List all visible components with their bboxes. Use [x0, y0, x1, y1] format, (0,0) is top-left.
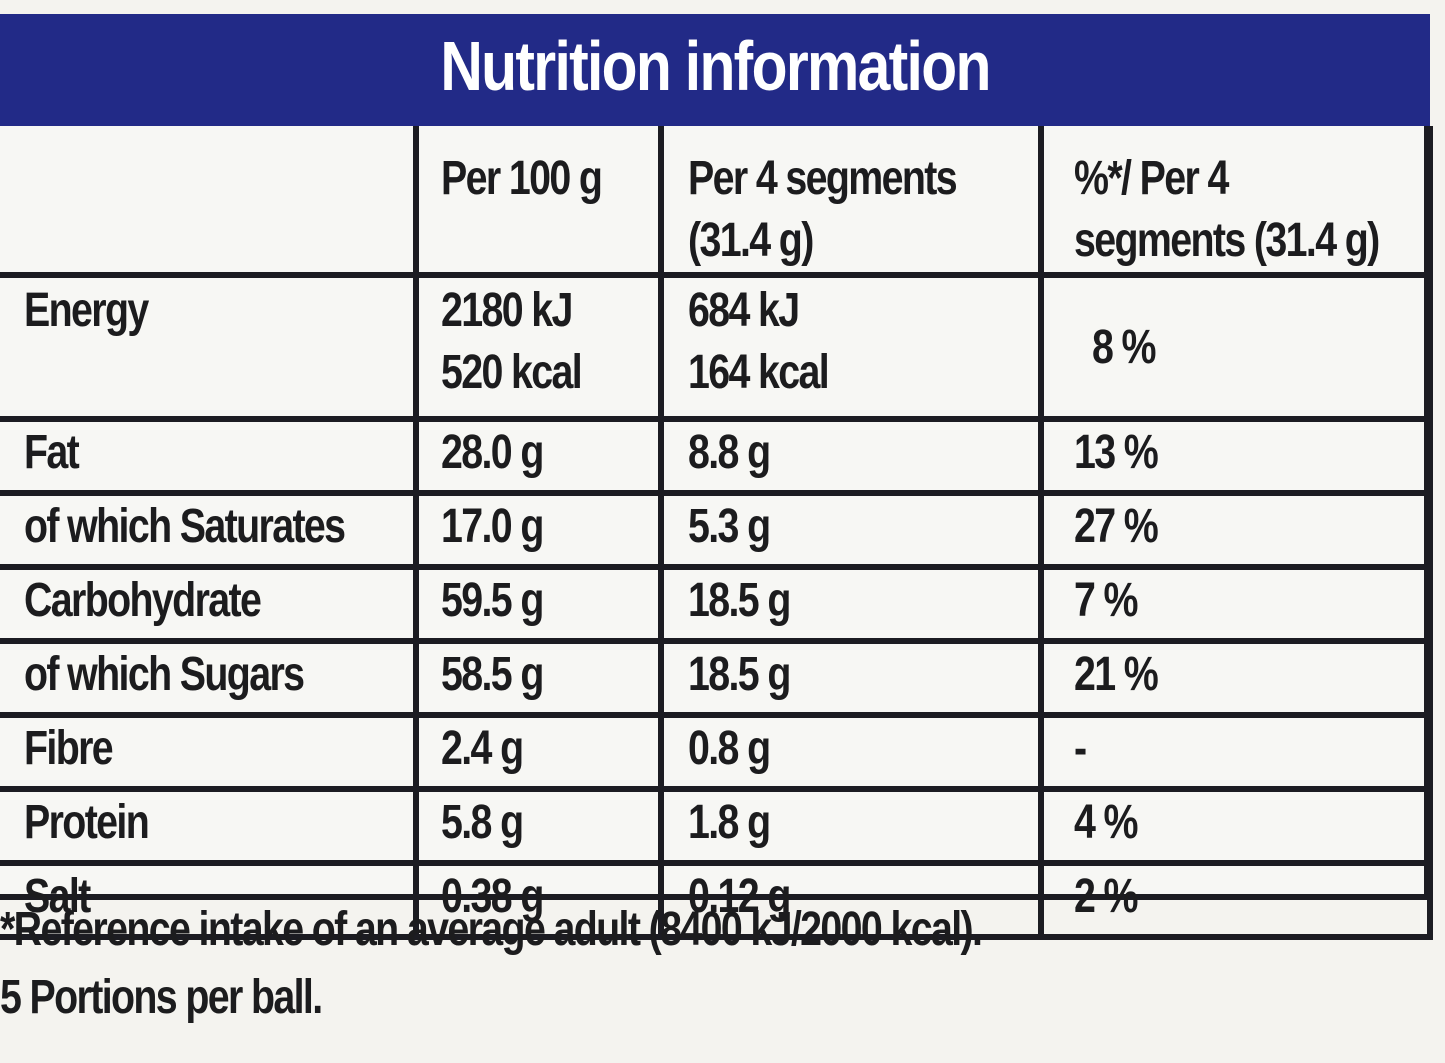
value-per-100g: 2.4 g	[413, 712, 664, 792]
row-label: of which Saturates	[0, 490, 419, 570]
row-label: of which Sugars	[0, 638, 419, 718]
value-ri: 2 %	[1038, 860, 1433, 940]
value-per-4-segments: 8.8 g	[658, 416, 1044, 496]
value-per-100g: 58.5 g	[413, 638, 664, 718]
row-label: Protein	[0, 786, 419, 866]
energy-ri: 8 %	[1038, 272, 1433, 422]
portions-footnote: 5 Portions per ball.	[0, 971, 323, 1024]
nutrition-table: Per 100 g Per 4 segments (31.4 g) %*/ Pe…	[0, 126, 1433, 940]
title-bar: Nutrition information	[0, 14, 1430, 126]
value-per-100g: 5.8 g	[413, 786, 664, 866]
value-per-4-segments: 0.8 g	[658, 712, 1044, 792]
value-per-100g: 0.38 g	[413, 860, 664, 940]
table-row: Protein 5.8 g 1.8 g 4 %	[0, 786, 1433, 866]
header-ri-per-4-segments: %*/ Per 4 segments (31.4 g)	[1038, 126, 1433, 278]
table-row: of which Saturates 17.0 g 5.3 g 27 %	[0, 490, 1433, 570]
value-ri: 27 %	[1038, 490, 1433, 570]
row-label: Carbohydrate	[0, 564, 419, 644]
row-label: Salt	[0, 860, 419, 940]
value-per-4-segments: 18.5 g	[658, 564, 1044, 644]
header-per-100g: Per 100 g	[413, 126, 664, 278]
table-row: Salt 0.38 g 0.12 g 2 %	[0, 860, 1433, 940]
value-ri: -	[1038, 712, 1433, 792]
table-row: Carbohydrate 59.5 g 18.5 g 7 %	[0, 564, 1433, 644]
row-label: Energy	[0, 272, 419, 422]
table-row: Fat 28.0 g 8.8 g 13 %	[0, 416, 1433, 496]
value-ri: 13 %	[1038, 416, 1433, 496]
value-per-100g: 28.0 g	[413, 416, 664, 496]
table-row-energy: Energy 2180 kJ 520 kcal 684 kJ 164 kcal …	[0, 272, 1433, 422]
value-per-100g: 17.0 g	[413, 490, 664, 570]
header-empty-cell	[0, 126, 419, 278]
energy-per-4-segments: 684 kJ 164 kcal	[658, 272, 1044, 422]
row-label: Fat	[0, 416, 419, 496]
energy-per-100g: 2180 kJ 520 kcal	[413, 272, 664, 422]
table-row: of which Sugars 58.5 g 18.5 g 21 %	[0, 638, 1433, 718]
value-per-4-segments: 18.5 g	[658, 638, 1044, 718]
table-row: Fibre 2.4 g 0.8 g -	[0, 712, 1433, 792]
value-ri: 21 %	[1038, 638, 1433, 718]
value-ri: 4 %	[1038, 786, 1433, 866]
value-per-4-segments: 1.8 g	[658, 786, 1044, 866]
reference-intake-footnote: *Reference intake of an average adult (8…	[0, 903, 983, 956]
value-per-4-segments: 0.12 g	[658, 860, 1044, 940]
row-label: Fibre	[0, 712, 419, 792]
header-per-4-segments: Per 4 segments (31.4 g)	[658, 126, 1044, 278]
table-header-row: Per 100 g Per 4 segments (31.4 g) %*/ Pe…	[0, 126, 1433, 278]
page-title: Nutrition information	[440, 27, 991, 105]
value-ri: 7 %	[1038, 564, 1433, 644]
value-per-4-segments: 5.3 g	[658, 490, 1044, 570]
value-per-100g: 59.5 g	[413, 564, 664, 644]
